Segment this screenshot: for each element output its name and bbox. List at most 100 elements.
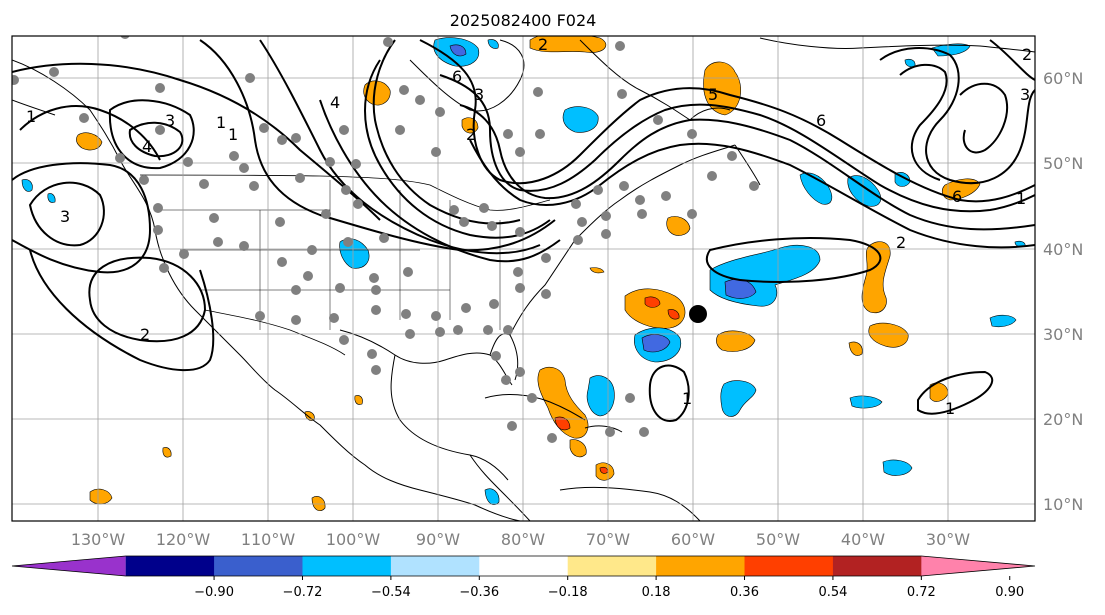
contour-line [364,59,551,239]
contour-line [199,39,556,252]
lon-label: 120°W [156,530,211,549]
lon-label: 60°W [671,530,715,549]
gridlines [12,36,1035,521]
contour-label: 2 [466,125,476,144]
colorbar-tick-label: −0.72 [283,585,323,600]
lon-label: 100°W [326,530,381,549]
contour-line [469,139,1035,249]
colorbar-bin [744,556,834,576]
shade-orange [589,267,605,274]
contour-line [459,104,1035,231]
contour-line [917,370,994,415]
coastline-mexico [390,354,509,481]
contour-labels: 1 3 1 4 3 2 1 6 4 3 5 6 6 2 1 2 2 3 1 1 … [26,35,1032,418]
contour-layer [12,39,1035,422]
shade-lightblue [720,380,757,417]
shade-orange [703,61,742,116]
shading-layer [21,36,1026,511]
coastline-southam [559,486,701,521]
contour-label: 1 [682,389,692,408]
contour-line [372,39,521,225]
contour-line [29,249,215,372]
lat-label: 30°N [1043,325,1083,344]
coastline-cuba [484,394,586,421]
contour-label: 1 [228,125,238,144]
longitude-labels: 130°W 120°W 110°W 100°W 90°W 80°W 70°W 6… [71,530,970,549]
shade-lightblue [989,314,1017,328]
coastline-labrador [579,39,691,121]
colorbar-tick-label: 0.90 [995,585,1024,600]
colorbar-bin [214,556,303,576]
shade-red [554,416,571,431]
coastline-gulf [339,329,513,386]
colorbar-bin [832,556,922,576]
shade-orange [529,36,607,53]
coastline-hispaniola [584,425,623,433]
contour-label: 5 [708,85,718,104]
map-panel: 1 3 1 4 3 2 1 6 4 3 5 6 6 2 1 2 2 3 1 1 … [12,35,1035,521]
lon-label: 110°W [241,530,296,549]
shade-lightblue [799,172,833,205]
contour-label: 2 [1022,45,1032,64]
coastline-hudson [409,39,525,112]
coastline-centralam [469,454,531,521]
shade-orange [861,241,891,314]
contour-label: 1 [216,113,226,132]
shade-orange [868,322,909,348]
contour-label: 1 [26,107,36,126]
map-title: 2025082400 F024 [450,11,597,30]
contour-label: 2 [896,233,906,252]
shade-lightblue [487,39,499,49]
shade-lightblue [47,193,56,203]
coastline-alaska-islands [12,99,56,116]
lon-label: 80°W [501,530,545,549]
shade-lightblue [21,179,33,192]
shade-orange [304,411,315,421]
border-us-mexico [204,309,346,356]
shade-orange [76,132,103,151]
contour-label: 2 [538,35,548,54]
contour-line [899,63,948,181]
shade-lightblue [562,106,599,133]
contour-label: 1 [945,399,955,418]
contour-label: 4 [142,137,152,156]
colorbar-extend-max [921,556,1035,576]
contour-label: 6 [816,111,826,130]
contour-line [705,237,882,283]
colorbar-bin [567,556,657,576]
station-dots [12,36,759,443]
shade-orange [848,341,863,356]
lat-label: 60°N [1043,69,1083,88]
shade-lightblue [847,175,881,207]
colorbar-tick-label: 0.72 [907,585,936,600]
coastline-greenland [759,37,1035,53]
shade-orange [537,367,589,439]
shade-lightblue [849,395,883,409]
contour-label: 4 [330,93,340,112]
lon-label: 130°W [71,530,126,549]
contour-label: 2 [140,325,150,344]
contour-label: 1 [1016,189,1026,208]
coastline-layer [12,37,1035,521]
colorbar-tick-label: 0.54 [818,585,847,600]
contour-line [259,39,541,255]
contour-line [19,105,161,161]
colorbar-tick-label: −0.90 [194,585,234,600]
storm-marker [689,305,707,323]
contour-line [12,62,381,221]
lon-label: 90°W [416,530,460,549]
shade-lightblue [586,375,615,417]
contour-line [88,256,207,343]
contour-line [439,74,1035,213]
colorbar-bin [479,556,569,576]
shade-red [667,309,680,320]
shade-orange [666,216,691,236]
shade-orange [624,288,686,329]
contour-line [879,47,1035,185]
contour-line [319,99,561,263]
colorbar-tick-label: −0.54 [371,585,411,600]
contour-label: 3 [1020,85,1030,104]
shade-orange [716,330,756,352]
lon-label: 40°W [841,530,885,549]
shade-orange [311,496,326,511]
